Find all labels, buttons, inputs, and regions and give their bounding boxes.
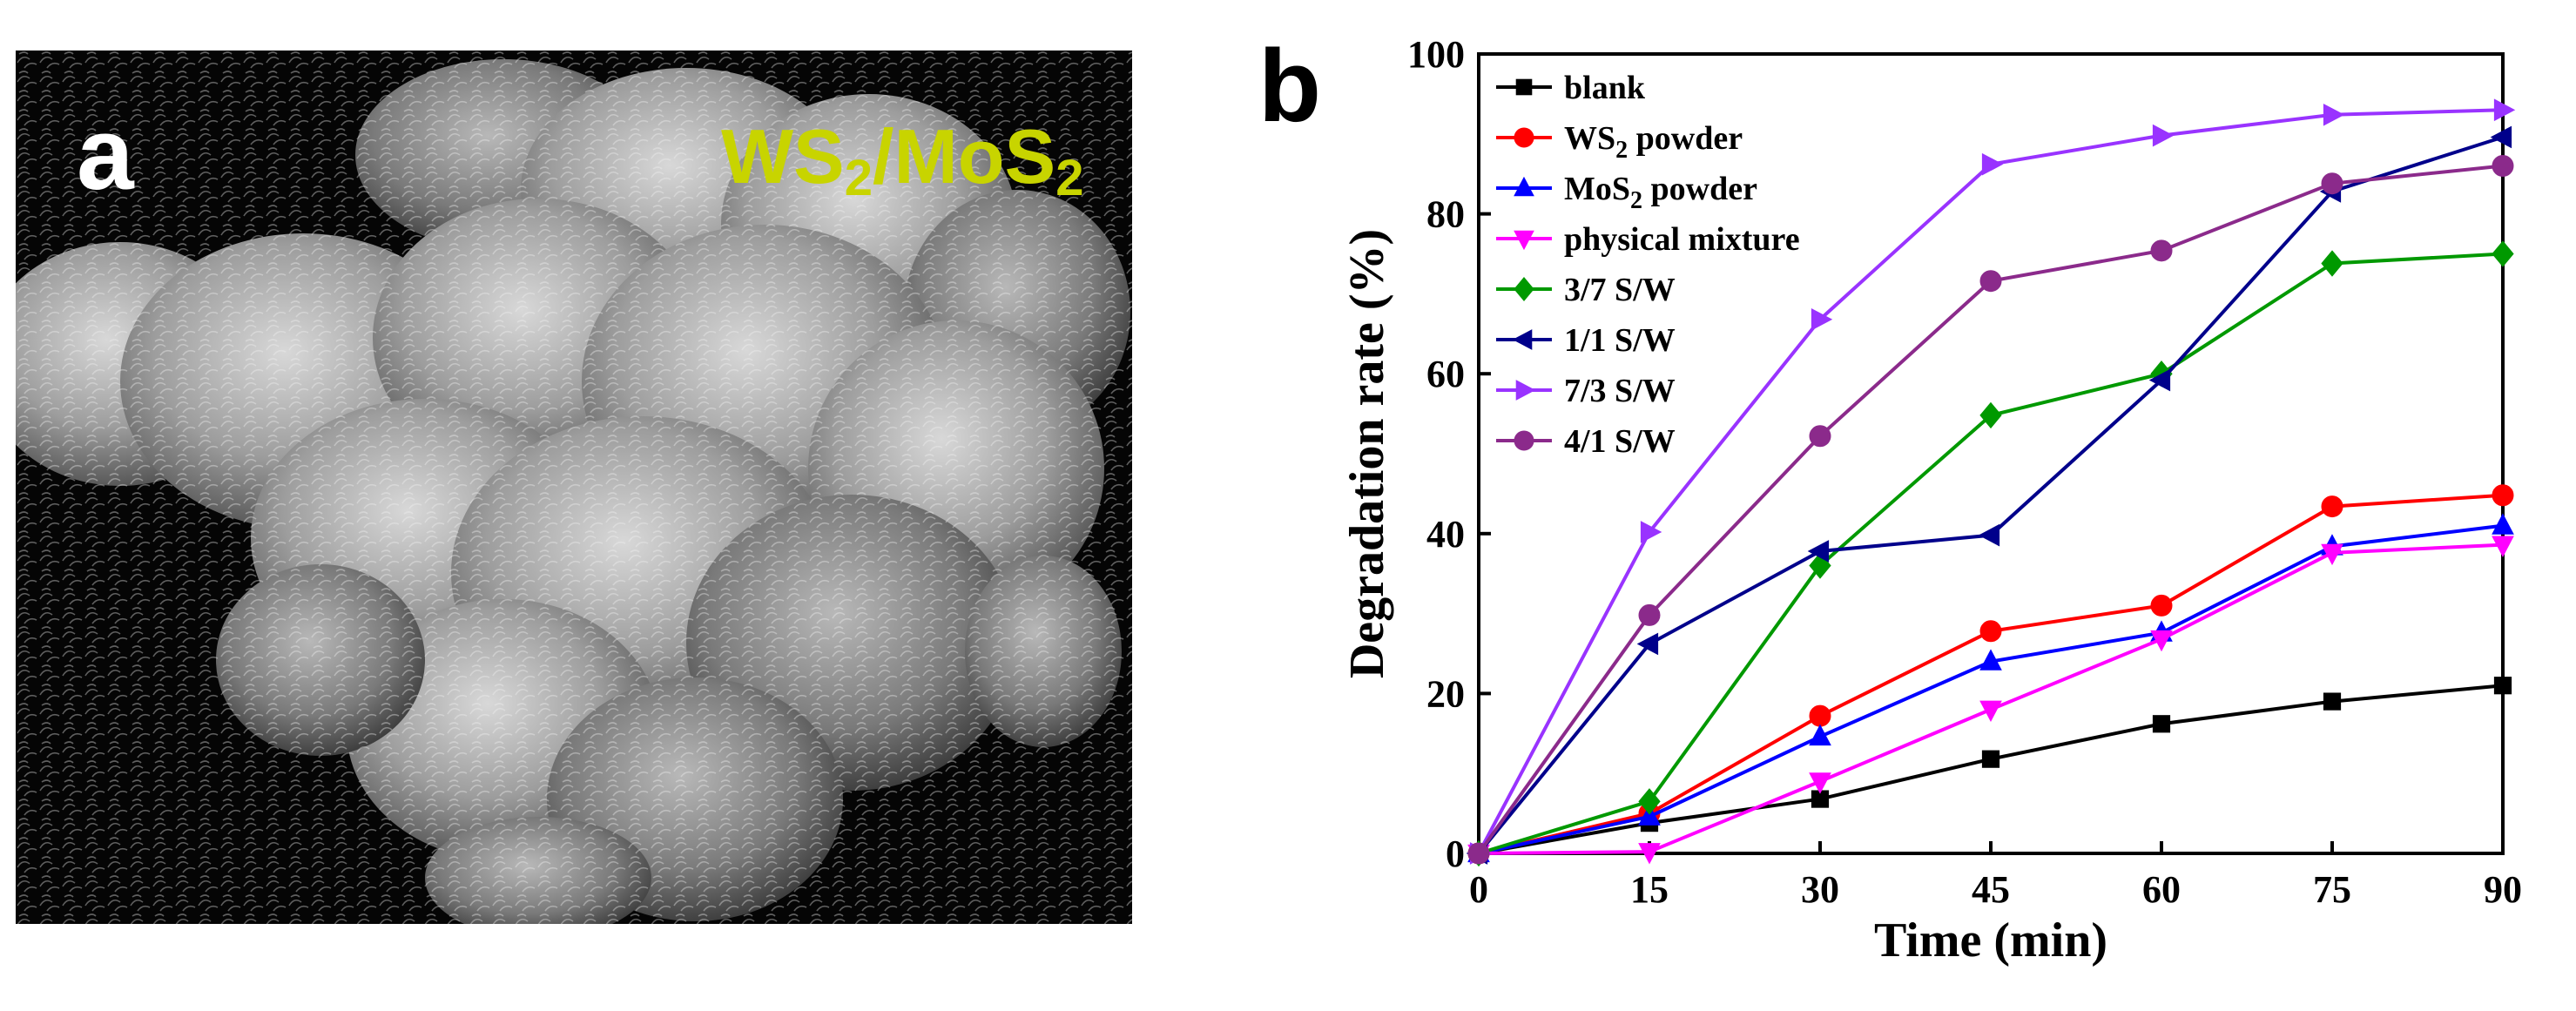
series-7 [1467,155,2514,865]
data-point [1809,724,1831,746]
data-point [1514,430,1534,451]
sem-particle-cluster [16,51,1132,924]
y-tick-label: 0 [1446,832,1465,875]
data-point [1979,649,2002,671]
data-point [1512,329,1533,350]
legend-label: 7/3 S/W [1564,373,1676,409]
data-point [1979,270,2002,293]
x-axis-title: Time (min) [1874,913,2107,967]
data-point [1979,620,2002,643]
data-point [1809,704,1831,727]
data-point [1981,750,2000,768]
legend-label: 4/1 S/W [1564,423,1676,460]
sem-material-label: WS2/MoS2 [721,113,1084,206]
data-point [2323,692,2342,711]
legend-entry: physical mixture [1496,221,1800,258]
data-point [2150,594,2173,617]
legend-entry: 1/1 S/W [1496,322,1676,359]
data-point [2493,677,2512,695]
chart-panel: b 0 15 30 45 60 75 90 0 20 40 60 80 100 Time (min) Deg… [1132,0,2576,1011]
degradation-chart: 0 15 30 45 60 75 90 0 20 40 60 80 100 Time (min) Degra… [1340,33,2522,967]
legend-entry: 3/7 S/W [1496,272,1676,308]
data-point [2323,103,2345,126]
data-point [1811,307,1833,331]
data-point [1638,804,1661,826]
series-line [1478,493,2504,855]
data-point [2321,250,2343,277]
data-point [2492,536,2514,557]
data-point [1515,78,1533,96]
series-6 [1469,98,2516,865]
data-point [1981,152,2004,176]
data-point [2150,630,2173,652]
y-tick-label: 20 [1426,672,1465,715]
data-point [2321,543,2343,566]
x-tick-label: 15 [1630,868,1669,911]
data-point [1638,603,1661,626]
sem-image-panel: a WS2/MoS2 [16,51,1132,924]
panel-a-letter: a [77,97,134,212]
legend-label: MoS2 powder [1564,171,1757,214]
legend-label: blank [1564,70,1646,106]
data-point [2148,368,2171,392]
data-point [1638,843,1661,865]
data-point [2321,495,2343,518]
data-point [1515,380,1536,401]
legend-label: 3/7 S/W [1564,272,1676,308]
data-point [2492,513,2514,535]
data-point [2321,172,2343,195]
legend-label: 1/1 S/W [1564,322,1676,359]
data-point [2150,239,2173,262]
y-tick-label: 100 [1407,33,1465,76]
data-point [1979,700,2002,723]
data-point [1638,788,1661,815]
data-point [1640,521,1662,543]
x-tick-label: 45 [1972,868,2010,911]
x-tick-label: 30 [1801,868,1839,911]
data-point [1467,842,1490,865]
series-line [1478,523,2504,855]
y-axis-title: Degradation rate (%) [1340,229,1394,678]
data-point [1514,127,1534,148]
data-point [1514,230,1534,251]
data-point [1979,401,2002,429]
y-tick-label: 80 [1426,193,1465,236]
data-point [2492,484,2514,507]
legend-label: physical mixture [1564,221,1800,258]
legend-entry: 7/3 S/W [1496,373,1676,409]
panel-b-letter: b [1258,29,1322,144]
y-tick-label: 40 [1426,513,1465,556]
data-point [2492,155,2514,178]
data-point [1636,632,1659,656]
data-point [2492,240,2514,267]
x-tick-label: 60 [2142,868,2181,911]
legend-entry: blank [1496,70,1646,106]
x-tick-label: 0 [1469,868,1488,911]
x-tick-label: 75 [2313,868,2351,911]
data-point [2493,98,2516,122]
data-point [1514,277,1534,301]
data-point [2152,715,2171,733]
data-point [1809,772,1831,794]
legend-entry: 4/1 S/W [1496,423,1676,460]
data-point [2490,125,2512,149]
data-point [1809,425,1831,448]
legend-label: WS2 powder [1564,120,1743,164]
x-tick-label: 90 [2484,868,2522,911]
data-point [1514,176,1534,197]
legend-entry: MoS2 powder [1496,171,1757,214]
data-point [1807,540,1830,563]
sem-micrograph [16,51,1132,924]
legend-entry: WS2 powder [1496,120,1743,164]
data-point [2152,124,2175,147]
y-tick-label: 60 [1426,353,1465,395]
data-point [1978,523,2000,547]
